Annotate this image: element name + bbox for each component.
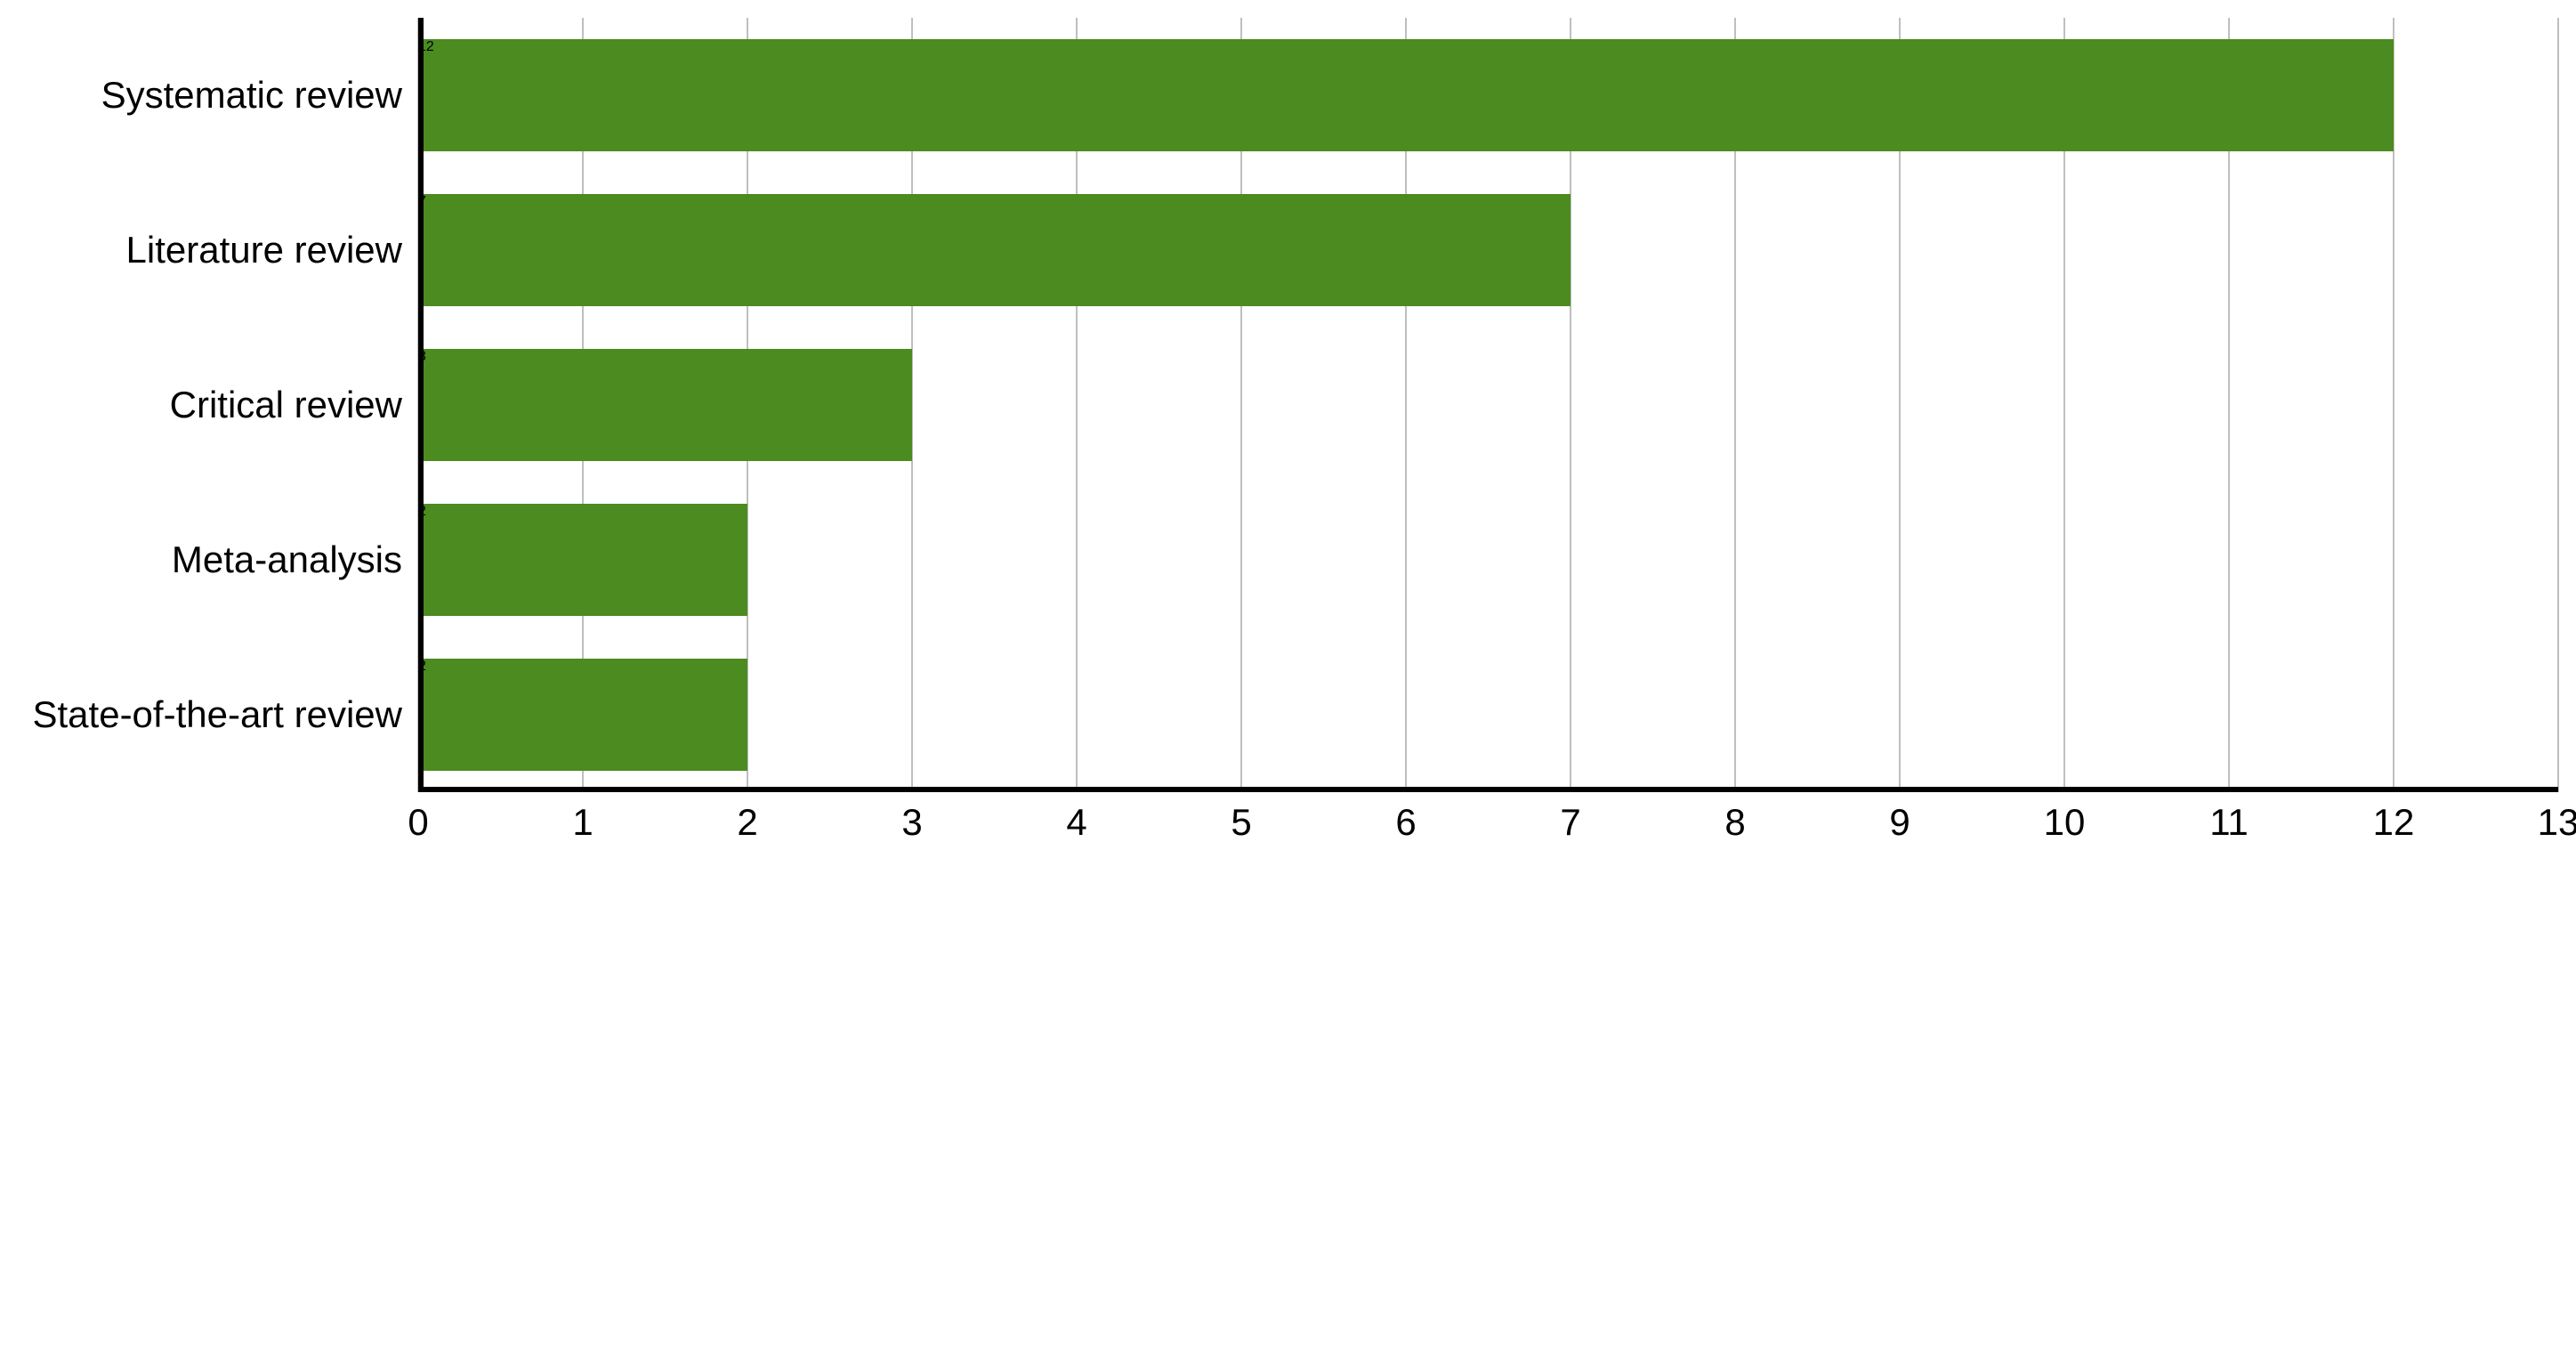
x-tick: 4: [1066, 801, 1086, 844]
y-axis-line: [418, 18, 424, 792]
y-label: Systematic review: [0, 18, 418, 173]
y-label: Literature review: [0, 173, 418, 328]
x-tick: 6: [1395, 801, 1416, 844]
x-tick: 9: [1889, 801, 1910, 844]
plot-area: 12 7 3 2 2: [418, 18, 2558, 792]
review-types-chart: Systematic reviewLiterature reviewCritic…: [0, 0, 2576, 846]
bar-slot: 12: [418, 39, 2558, 150]
x-tick: 1: [572, 801, 593, 844]
bar-slot: 2: [418, 659, 2558, 770]
x-tick: 12: [2373, 801, 2415, 844]
bars-layer: 12 7 3 2 2: [418, 18, 2558, 792]
y-label: Meta-analysis: [0, 482, 418, 637]
bar: 7: [418, 194, 1571, 305]
x-tick: 10: [2044, 801, 2086, 844]
bar-slot: 3: [418, 349, 2558, 460]
x-tick: 7: [1560, 801, 1580, 844]
bar: 2: [418, 504, 747, 615]
x-tick: 2: [737, 801, 757, 844]
x-tick: 3: [901, 801, 922, 844]
x-axis-ticks: 012345678910111213: [418, 792, 2558, 846]
bar-slot: 2: [418, 504, 2558, 615]
bar: 12: [418, 39, 2394, 150]
x-tick: 8: [1724, 801, 1745, 844]
bar: 2: [418, 659, 747, 770]
y-label: State-of-the-art review: [0, 637, 418, 792]
y-label: Critical review: [0, 328, 418, 482]
bar-slot: 7: [418, 194, 2558, 305]
y-axis-labels: Systematic reviewLiterature reviewCritic…: [0, 18, 418, 792]
chart-body: Systematic reviewLiterature reviewCritic…: [0, 18, 2576, 846]
x-tick: 5: [1231, 801, 1251, 844]
x-tick: 13: [2538, 801, 2576, 844]
x-tick: 11: [2209, 801, 2249, 844]
x-tick: 0: [408, 801, 428, 844]
bar: 3: [418, 349, 912, 460]
plot-area-outer: 127322 012345678910111213: [418, 18, 2558, 846]
